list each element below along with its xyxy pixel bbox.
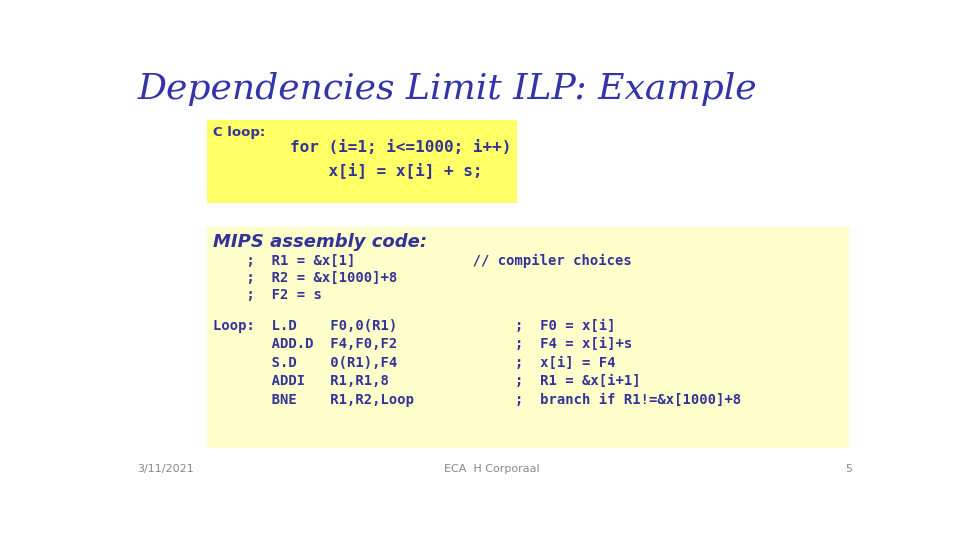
Text: MIPS assembly code:: MIPS assembly code: (213, 233, 427, 251)
Text: for (i=1; i<=1000; i++): for (i=1; i<=1000; i++) (213, 140, 512, 156)
Text: ;  branch if R1!=&x[1000]+8: ; branch if R1!=&x[1000]+8 (516, 393, 741, 407)
FancyBboxPatch shape (206, 120, 516, 204)
Text: ADD.D  F4,F0,F2: ADD.D F4,F0,F2 (213, 338, 397, 352)
Text: ADDI   R1,R1,8: ADDI R1,R1,8 (213, 374, 389, 388)
Text: ;  F2 = s: ; F2 = s (213, 288, 322, 302)
Text: ;  x[i] = F4: ; x[i] = F4 (516, 356, 615, 370)
Text: ;  F0 = x[i]: ; F0 = x[i] (516, 319, 615, 333)
Text: Loop:  L.D    F0,0(R1): Loop: L.D F0,0(R1) (213, 319, 397, 333)
Text: ;  R1 = &x[i+1]: ; R1 = &x[i+1] (516, 374, 641, 388)
Text: C loop:: C loop: (213, 126, 265, 139)
Text: ;  R1 = &x[1]              // compiler choices: ; R1 = &x[1] // compiler choices (213, 254, 632, 268)
Text: S.D    0(R1),F4: S.D 0(R1),F4 (213, 356, 397, 370)
Text: x[i] = x[i] + s;: x[i] = x[i] + s; (213, 162, 483, 178)
Text: ;  R2 = &x[1000]+8: ; R2 = &x[1000]+8 (213, 271, 397, 285)
Text: ;  F4 = x[i]+s: ; F4 = x[i]+s (516, 338, 633, 352)
Text: 3/11/2021: 3/11/2021 (137, 464, 194, 475)
Text: BNE    R1,R2,Loop: BNE R1,R2,Loop (213, 393, 414, 407)
Text: 5: 5 (846, 464, 852, 475)
Text: ECA  H Corporaal: ECA H Corporaal (444, 464, 540, 475)
FancyBboxPatch shape (206, 226, 849, 448)
Text: Dependencies Limit ILP: Example: Dependencies Limit ILP: Example (137, 72, 756, 106)
